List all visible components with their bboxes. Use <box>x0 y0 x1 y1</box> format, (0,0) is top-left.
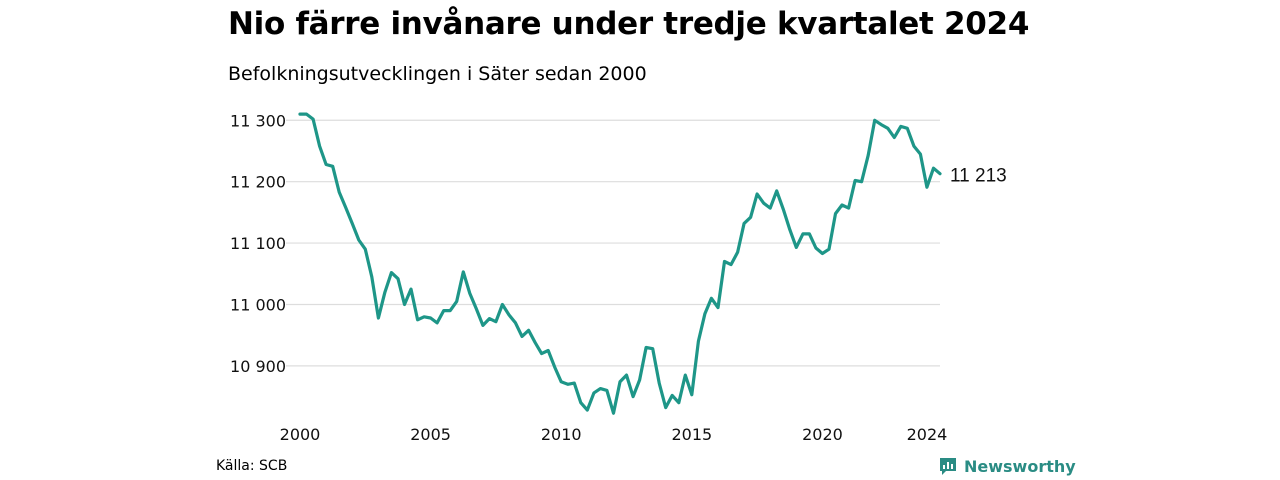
series-line <box>298 112 942 415</box>
logo-text: Newsworthy <box>964 456 1076 476</box>
newsworthy-logo-icon <box>940 458 956 475</box>
y-tick-label: 11 300 <box>230 111 286 130</box>
gridlines <box>286 119 940 367</box>
x-tick-label: 2010 <box>541 425 582 444</box>
y-tick-label: 11 000 <box>230 295 286 314</box>
chart-title: Nio färre invånare under tredje kvartale… <box>228 6 1030 42</box>
chart-subtitle: Befolkningsutvecklingen i Säter sedan 20… <box>228 63 647 85</box>
y-tick-label: 11 100 <box>230 234 286 253</box>
end-value-label: 11 213 <box>950 166 1007 187</box>
x-tick-label: 2000 <box>280 425 321 444</box>
x-tick-label: 2024 <box>907 425 948 444</box>
y-tick-label: 10 900 <box>230 357 286 376</box>
y-axis-ticks: 10 900 11 000 11 100 11 200 11 300 <box>230 111 286 376</box>
data-points <box>300 114 940 413</box>
x-axis-ticks: 2000 2005 2010 2015 2020 2024 <box>280 425 948 444</box>
x-tick-label: 2020 <box>802 425 843 444</box>
newsworthy-logo: Newsworthy <box>938 456 1076 476</box>
y-tick-label: 11 200 <box>230 173 286 192</box>
x-tick-label: 2005 <box>410 425 451 444</box>
x-tick-label: 2015 <box>671 425 712 444</box>
source-label: Källa: SCB <box>216 458 288 474</box>
